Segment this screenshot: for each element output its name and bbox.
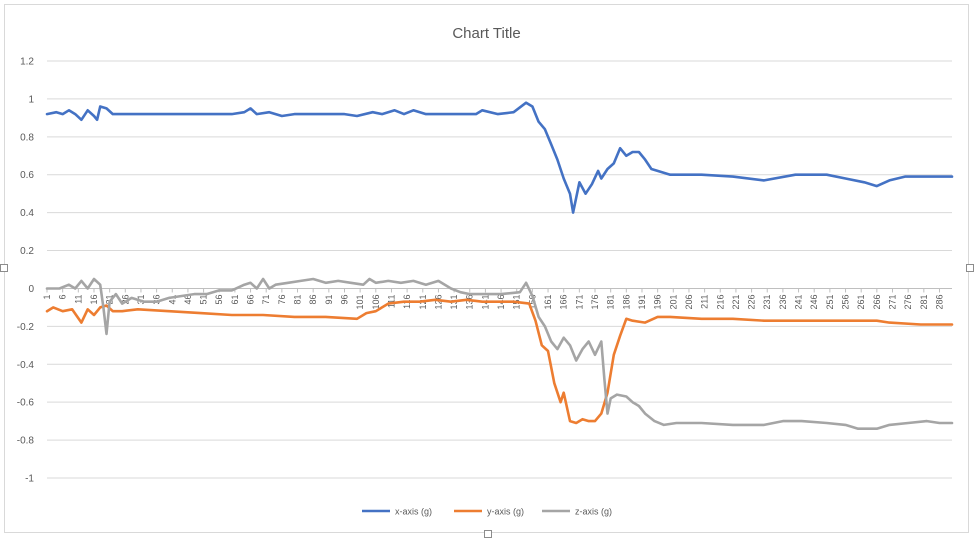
y-tick-label: 0.6 — [20, 170, 34, 181]
y-tick-label: 0.8 — [20, 132, 34, 143]
legend-label-2: y-axis (g) — [487, 507, 524, 517]
x-tick-label: 1 — [42, 294, 52, 299]
x-tick-label: 96 — [339, 294, 349, 304]
x-tick-label: 206 — [684, 294, 694, 309]
x-tick-label: 16 — [89, 294, 99, 304]
x-tick-label: 276 — [903, 294, 913, 309]
x-axis: 1 6 11 16 21 26 31 36 41 46 51 56 61 66 71 76 81 86 91 96 10… — [42, 287, 952, 309]
x-tick-label: 161 — [543, 294, 553, 309]
x-tick-label: 241 — [794, 294, 804, 309]
x-tick-label: 256 — [841, 294, 851, 309]
resize-handle-right[interactable] — [966, 264, 974, 272]
y-tick-label: 0.2 — [20, 246, 34, 257]
legend-label-3: z-axis (g) — [575, 507, 612, 517]
x-tick-label: 196 — [653, 294, 663, 309]
resize-handle-bottom[interactable] — [484, 530, 492, 538]
x-tick-label: 226 — [747, 294, 757, 309]
x-tick-label: 176 — [590, 294, 600, 309]
x-tick-label: 251 — [825, 294, 835, 309]
x-tick-label: 61 — [230, 294, 240, 304]
x-tick-label: 171 — [574, 294, 584, 309]
x-tick-label: 86 — [308, 294, 318, 304]
chart-title[interactable]: Chart Title — [452, 25, 521, 42]
x-tick-label: 101 — [355, 294, 365, 309]
legend: x-axis (g) y-axis (g) z-axis (g) — [362, 507, 612, 517]
x-tick-label: 51 — [199, 294, 209, 304]
x-tick-label: 56 — [214, 294, 224, 304]
x-tick-label: 66 — [246, 294, 256, 304]
x-tick-label: 106 — [371, 294, 381, 309]
y-tick-label: 1.2 — [20, 57, 34, 68]
y-tick-label: 0 — [28, 284, 34, 295]
series-line-3 — [45, 277, 954, 430]
x-tick-label: 211 — [700, 294, 710, 308]
y-tick-label: -1 — [25, 474, 34, 485]
y-tick-label: -0.4 — [17, 360, 35, 371]
x-tick-label: 41 — [167, 294, 177, 304]
x-tick-label: 81 — [293, 294, 303, 304]
y-tick-label: -0.2 — [17, 322, 35, 333]
gridlines — [47, 60, 952, 479]
x-tick-label: 201 — [668, 294, 678, 309]
x-tick-label: 261 — [856, 294, 866, 309]
x-tick-label: 71 — [261, 294, 271, 304]
x-tick-label: 166 — [559, 294, 569, 309]
x-tick-label: 266 — [872, 294, 882, 309]
series-line-1 — [45, 101, 954, 214]
x-tick-label: 281 — [919, 294, 929, 309]
chart-area[interactable]: Chart Title — [4, 4, 969, 533]
y-axis-tick-labels: 1.2 1 0.8 0.6 0.4 0.2 0 -0.2 -0.4 -0.6 -0.8 -1 — [17, 57, 35, 485]
x-tick-label: 11 — [73, 294, 83, 303]
x-tick-label: 126 — [433, 294, 443, 309]
x-tick-label: 216 — [715, 294, 725, 309]
x-tick-label: 186 — [621, 294, 631, 309]
x-tick-label: 91 — [324, 294, 334, 304]
x-tick-label: 271 — [888, 294, 898, 309]
x-tick-label: 181 — [606, 294, 616, 309]
x-tick-label: 21 — [105, 294, 115, 304]
x-tick-label: 111 — [386, 294, 396, 308]
x-tick-label: 221 — [731, 294, 741, 309]
x-tick-label: 6 — [58, 294, 68, 299]
legend-label-1: x-axis (g) — [395, 507, 432, 517]
y-tick-label: -0.6 — [17, 398, 35, 409]
x-tick-label: 46 — [183, 294, 193, 304]
y-tick-label: 0.4 — [20, 208, 34, 219]
x-tick-label: 286 — [934, 294, 944, 309]
x-tick-label: 156 — [527, 294, 537, 309]
x-tick-label: 231 — [762, 294, 772, 309]
x-tick-label: 36 — [152, 294, 162, 304]
x-tick-label: 246 — [809, 294, 819, 309]
x-tick-label: 236 — [778, 294, 788, 309]
x-tick-label: 136 — [465, 294, 475, 309]
y-tick-label: -0.8 — [17, 436, 35, 447]
series-line-2 — [45, 298, 954, 425]
resize-handle-left[interactable] — [0, 264, 8, 272]
y-tick-label: 1 — [28, 94, 34, 105]
x-tick-label: 191 — [637, 294, 647, 309]
x-tick-label: 26 — [120, 294, 130, 304]
series-lines — [45, 101, 954, 430]
x-tick-label: 76 — [277, 294, 287, 304]
